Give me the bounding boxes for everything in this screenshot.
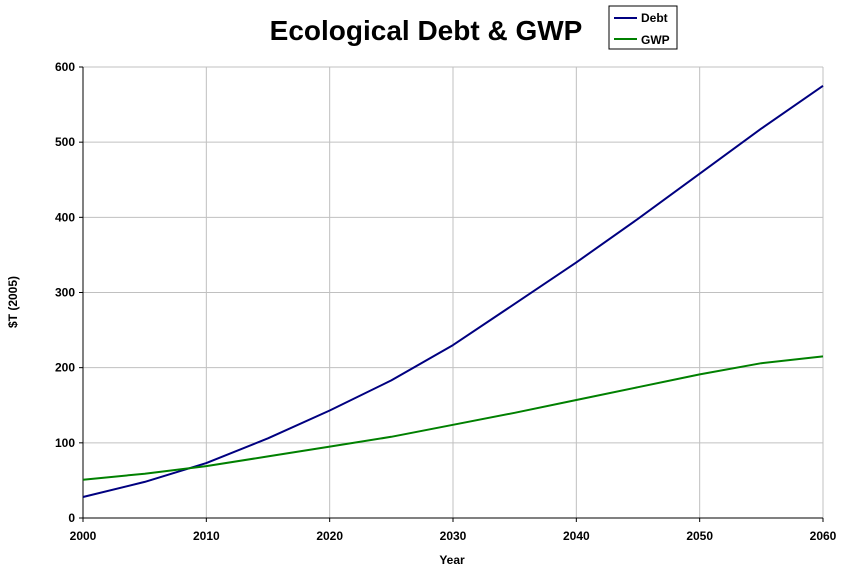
x-tick-label: 2040	[563, 529, 590, 543]
x-tick-label: 2010	[193, 529, 220, 543]
y-tick-label: 100	[55, 436, 75, 450]
y-tick-label: 600	[55, 60, 75, 74]
x-tick-label: 2060	[810, 529, 837, 543]
x-tick-label: 2020	[316, 529, 343, 543]
x-axis-label: Year	[439, 553, 465, 567]
axes: 0 100 200 300 400 500 600 2000 2010 2020 2030 2040 2…	[55, 60, 837, 543]
legend-label-debt: Debt	[641, 11, 668, 25]
y-tick-label: 400	[55, 210, 75, 224]
series-lines	[82, 84, 824, 498]
y-axis-label: $T (2005)	[6, 276, 20, 328]
series-line-gwp	[82, 355, 824, 481]
x-tick-label: 2000	[70, 529, 97, 543]
legend-label-gwp: GWP	[641, 33, 670, 47]
legend: Debt GWP	[608, 5, 678, 50]
y-tick-label: 300	[55, 286, 75, 300]
y-tick-label: 200	[55, 361, 75, 375]
y-tick-label: 500	[55, 135, 75, 149]
legend-box	[608, 5, 678, 50]
x-tick-label: 2050	[686, 529, 713, 543]
series-line-debt	[82, 84, 824, 498]
y-tick-label: 0	[68, 511, 75, 525]
grid	[83, 66, 824, 518]
chart-title: Ecological Debt & GWP	[270, 15, 583, 46]
x-tick-label: 2030	[440, 529, 467, 543]
